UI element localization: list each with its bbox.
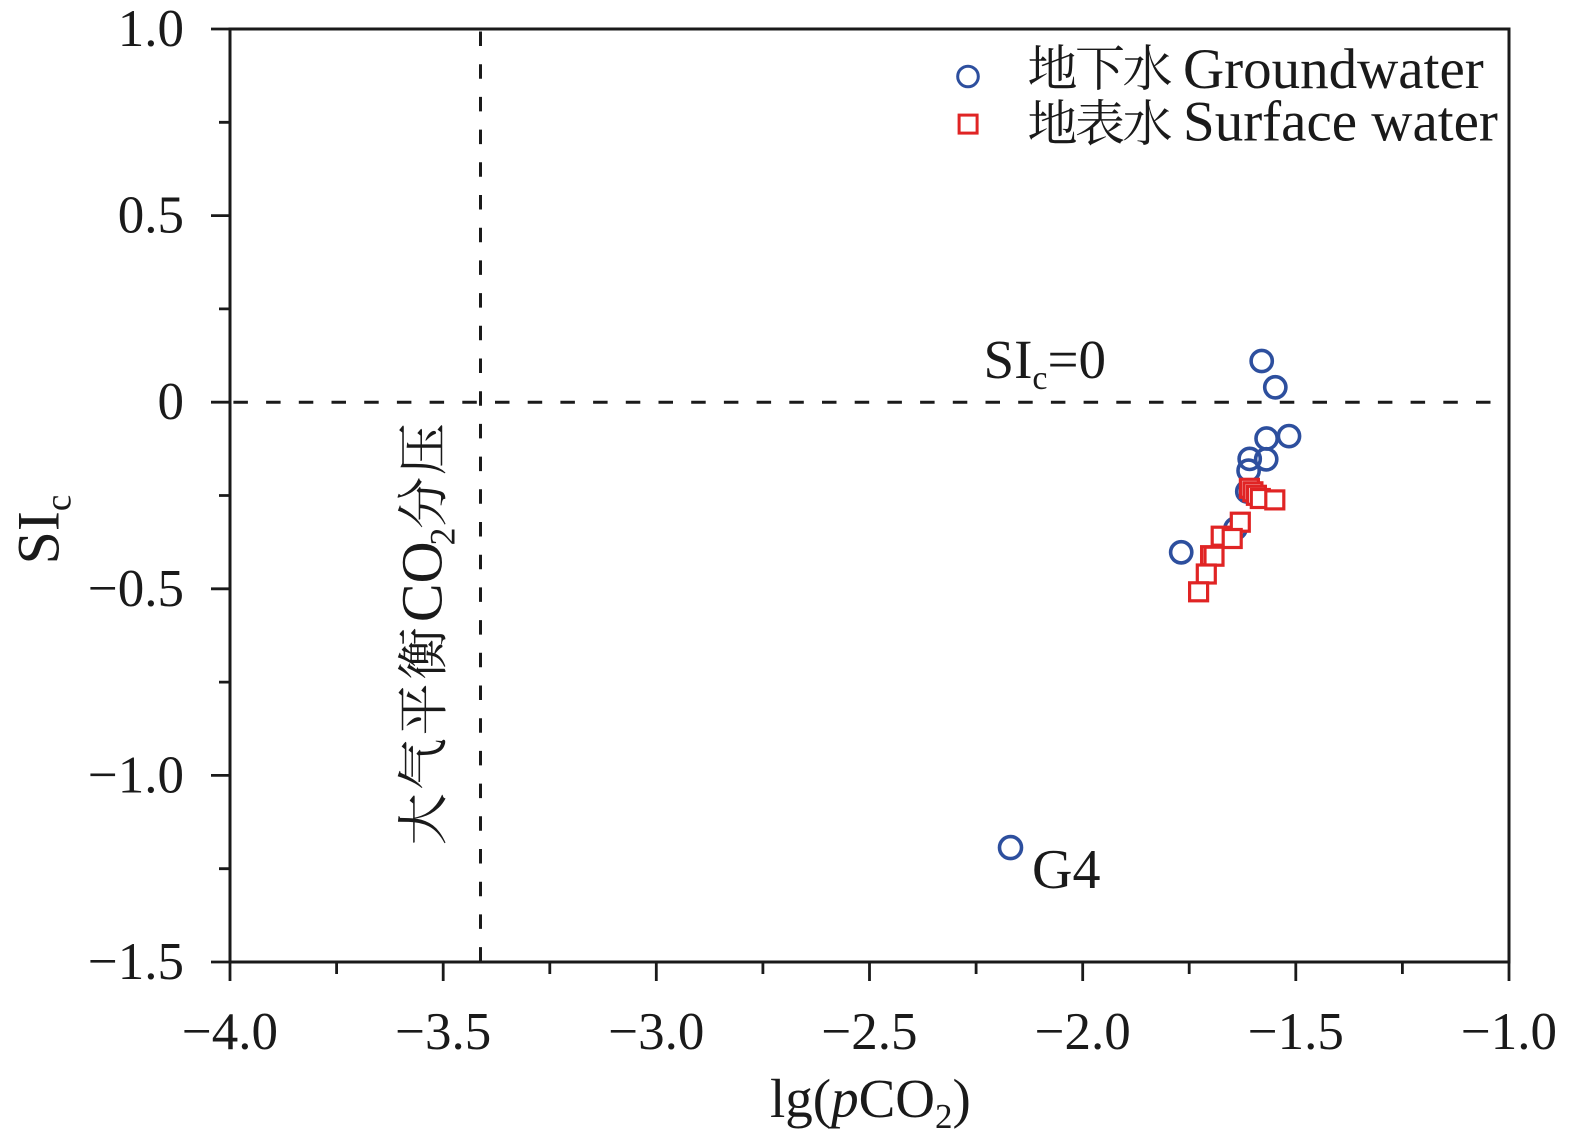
svg-text:SIc=0: SIc=0 (984, 329, 1107, 397)
svg-text:−1.5: −1.5 (1248, 1003, 1344, 1061)
svg-text:0.5: 0.5 (118, 187, 184, 245)
svg-text:−3.0: −3.0 (608, 1003, 704, 1061)
svg-text:1.0: 1.0 (118, 0, 184, 58)
svg-text:−1.0: −1.0 (1461, 1003, 1557, 1061)
svg-text:CO2: CO2 (389, 528, 462, 623)
svg-text:−1.0: −1.0 (88, 746, 184, 804)
svg-text:−2.5: −2.5 (821, 1003, 917, 1061)
svg-text:Groundwater: Groundwater (1183, 38, 1484, 101)
svg-text:−4.0: −4.0 (182, 1003, 278, 1061)
svg-text:−1.5: −1.5 (88, 933, 184, 991)
svg-text:−0.5: −0.5 (88, 560, 184, 618)
svg-text:G4: G4 (1032, 839, 1100, 901)
svg-text:Surface water: Surface water (1183, 91, 1498, 154)
svg-text:−3.5: −3.5 (395, 1003, 491, 1061)
svg-text:−2.0: −2.0 (1035, 1003, 1131, 1061)
svg-text:0: 0 (158, 373, 185, 431)
